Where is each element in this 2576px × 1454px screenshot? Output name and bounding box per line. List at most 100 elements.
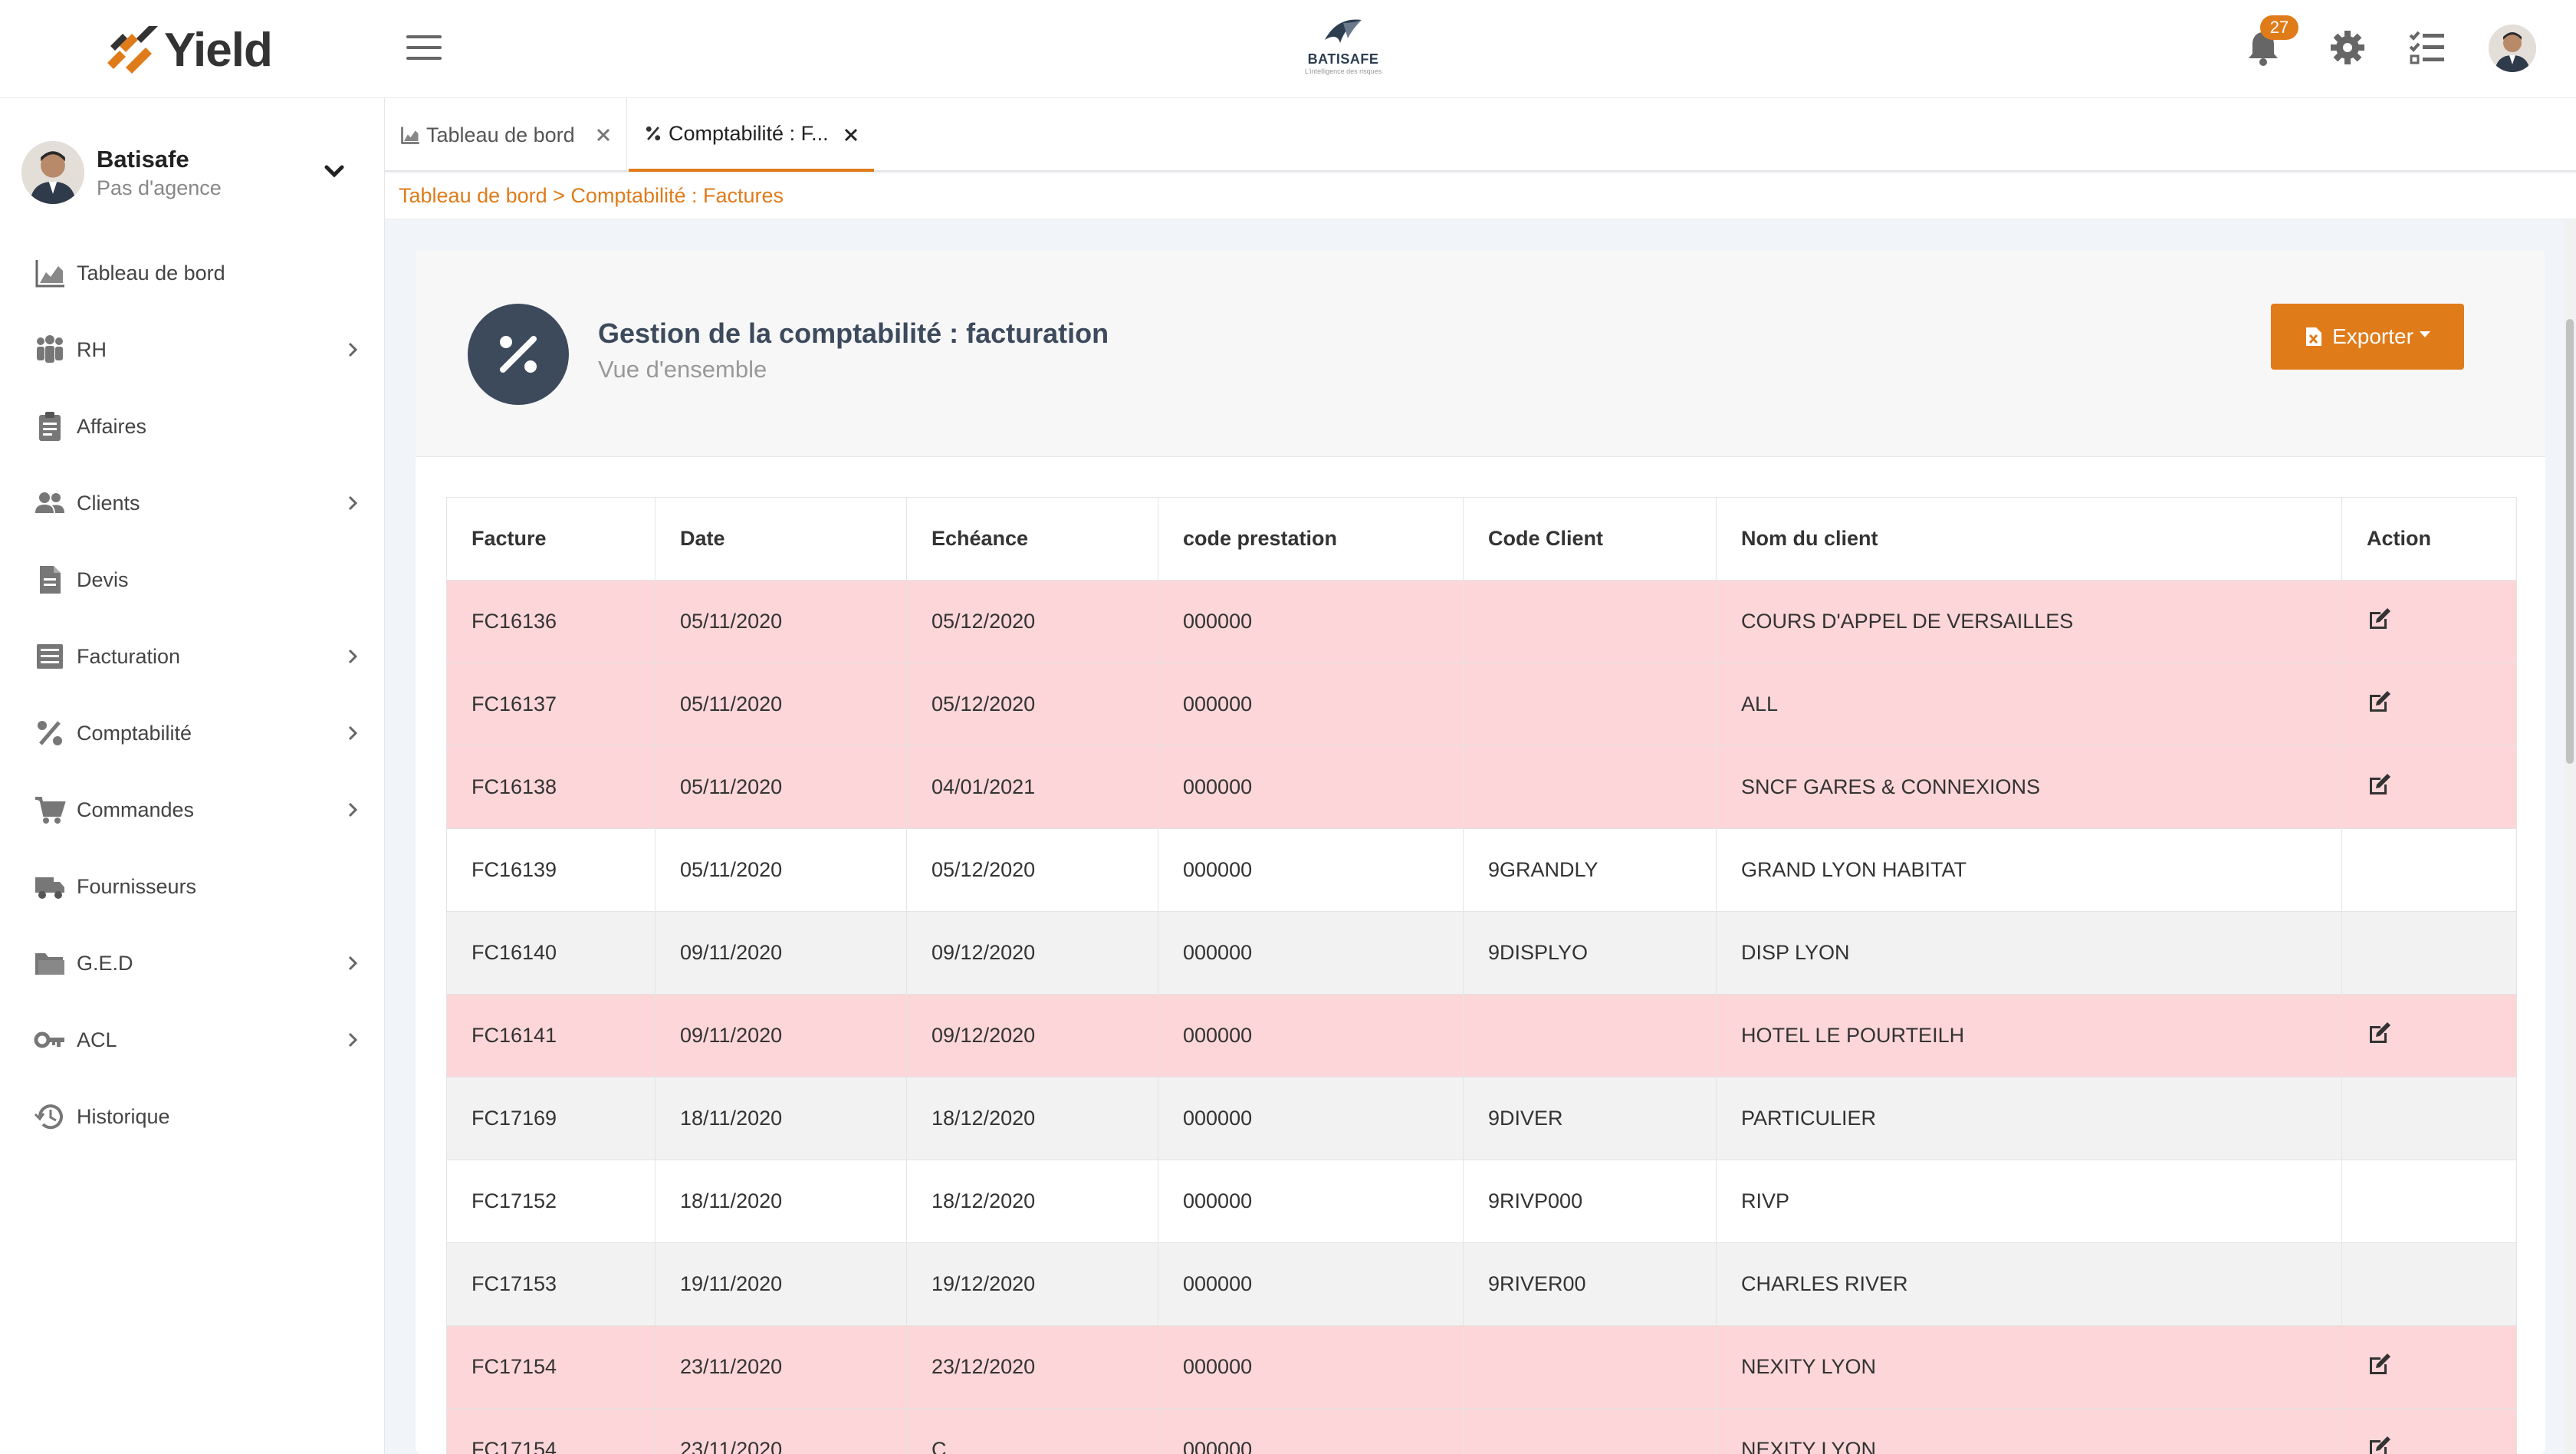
cell-echeance: 19/12/2020 — [906, 1242, 1158, 1326]
users-icon — [35, 492, 64, 513]
sidebar-item-label: RH — [77, 337, 107, 361]
edit-icon[interactable] — [2367, 1020, 2393, 1046]
column-header-facture[interactable]: Facture — [446, 497, 656, 581]
percent-icon — [646, 126, 661, 141]
cell-code-client: 9DISPLYO — [1463, 911, 1717, 995]
cell-echeance: 18/12/2020 — [906, 1077, 1158, 1160]
sidebar-item-label: Clients — [77, 491, 140, 515]
edit-icon[interactable] — [2367, 1434, 2393, 1454]
export-button[interactable]: Exporter — [2271, 304, 2464, 370]
cell-code-prestation: 000000 — [1158, 1077, 1464, 1160]
chart-area-icon — [35, 260, 64, 288]
table-row: FC17154 23/11/2020 C 000000 NEXITY LYON — [446, 1408, 2517, 1454]
sidebar-item-acl[interactable]: ACL — [0, 1002, 385, 1078]
vertical-scrollbar[interactable] — [2564, 219, 2576, 1454]
column-header-code-client[interactable]: Code Client — [1463, 497, 1717, 581]
scrollbar-thumb[interactable] — [2566, 319, 2574, 764]
cell-facture: FC17169 — [446, 1077, 656, 1160]
sidebar-item-label: Tableau de bord — [77, 261, 225, 285]
logo-text: Yield — [164, 23, 273, 77]
cell-echeance: 18/12/2020 — [906, 1160, 1158, 1243]
cell-code-client: 9RIVP000 — [1463, 1160, 1717, 1243]
gear-icon[interactable] — [2326, 26, 2369, 69]
cell-facture: FC16139 — [446, 828, 656, 912]
cell-code-client: 9GRANDLY — [1463, 828, 1717, 912]
cell-facture: FC17154 — [446, 1325, 656, 1409]
cell-nom-client: RIVP — [1716, 1160, 2342, 1243]
sidebar-item-tableau-de-bord[interactable]: Tableau de bord — [0, 235, 385, 311]
sidebar-item-rh[interactable]: RH — [0, 311, 385, 388]
column-header-date[interactable]: Date — [655, 497, 907, 581]
sidebar-item-commandes[interactable]: Commandes — [0, 771, 385, 848]
cart-icon — [35, 797, 66, 824]
cell-code-client — [1463, 1325, 1717, 1409]
cell-action — [2341, 911, 2517, 995]
cell-facture: FC17152 — [446, 1160, 656, 1243]
edit-icon[interactable] — [2367, 1351, 2393, 1377]
column-header-nom-client[interactable]: Nom du client — [1716, 497, 2342, 581]
cell-echeance: C — [906, 1408, 1158, 1454]
edit-icon[interactable] — [2367, 689, 2393, 715]
folder-icon — [35, 953, 64, 975]
sidebar-item-label: Historique — [77, 1104, 170, 1128]
yield-logo[interactable]: Yield — [103, 21, 273, 78]
sidebar-item-label: Commandes — [77, 798, 195, 821]
chevron-right-icon — [348, 802, 358, 817]
tab-tableau-de-bord[interactable]: Tableau de bord — [385, 98, 627, 172]
cell-echeance: 05/12/2020 — [906, 580, 1158, 663]
cell-code-prestation: 000000 — [1158, 994, 1464, 1077]
sidebar-item-affaires[interactable]: Affaires — [0, 388, 385, 465]
sidebar-item-ged[interactable]: G.E.D — [0, 925, 385, 1002]
edit-icon[interactable] — [2367, 606, 2393, 632]
user-name: Batisafe — [97, 146, 189, 173]
cell-code-client — [1463, 1408, 1717, 1454]
chevron-down-icon[interactable] — [320, 158, 348, 186]
batisafe-logo: BATISAFE L'intelligence des risques — [1303, 15, 1383, 84]
cell-nom-client: NEXITY LYON — [1716, 1325, 2342, 1409]
sidebar-item-facturation[interactable]: Facturation — [0, 618, 385, 695]
cell-code-client: 9DIVER — [1463, 1077, 1717, 1160]
people-group-icon — [37, 335, 63, 363]
cell-facture: FC16137 — [446, 663, 656, 746]
batisafe-mark-icon — [1325, 19, 1362, 43]
percent-icon — [38, 721, 62, 745]
sidebar-item-devis[interactable]: Devis — [0, 541, 385, 618]
cell-echeance: 05/12/2020 — [906, 828, 1158, 912]
column-header-echeance[interactable]: Echéance — [906, 497, 1158, 581]
chevron-right-icon — [348, 956, 358, 971]
sidebar-item-fournisseurs[interactable]: Fournisseurs — [0, 848, 385, 925]
cell-code-prestation: 000000 — [1158, 745, 1464, 829]
cell-date: 23/11/2020 — [655, 1325, 907, 1409]
column-header-code-prestation[interactable]: code prestation — [1158, 497, 1464, 581]
table-row: FC16141 09/11/2020 09/12/2020 000000 HOT… — [446, 994, 2517, 1077]
cell-code-prestation: 000000 — [1158, 911, 1464, 995]
avatar-image-icon — [2489, 25, 2536, 72]
close-icon[interactable] — [840, 124, 862, 146]
user-avatar-top[interactable] — [2489, 25, 2536, 72]
menu-toggle-icon[interactable] — [406, 35, 442, 61]
sidebar-item-clients[interactable]: Clients — [0, 465, 385, 541]
column-header-action: Action — [2341, 497, 2517, 581]
cell-echeance: 04/01/2021 — [906, 745, 1158, 829]
sidebar-item-label: Facturation — [77, 644, 181, 668]
close-icon[interactable] — [593, 124, 614, 146]
breadcrumb[interactable]: Tableau de bord > Comptabilité : Facture… — [399, 184, 784, 207]
sidebar-item-comptabilite[interactable]: Comptabilité — [0, 695, 385, 771]
cell-date: 09/11/2020 — [655, 994, 907, 1077]
table-row: FC16138 05/11/2020 04/01/2021 000000 SNC… — [446, 745, 2517, 829]
cell-nom-client: PARTICULIER — [1716, 1077, 2342, 1160]
cell-code-prestation: 000000 — [1158, 1160, 1464, 1243]
sidebar-item-historique[interactable]: Historique — [0, 1078, 385, 1155]
cell-action — [2341, 828, 2517, 912]
avatar — [21, 141, 84, 204]
tasks-list-icon[interactable] — [2406, 26, 2449, 69]
edit-icon[interactable] — [2367, 771, 2393, 798]
cell-nom-client: HOTEL LE POURTEILH — [1716, 994, 2342, 1077]
tab-comptabilite-factures[interactable]: Comptabilité : F... — [629, 98, 874, 172]
cell-code-client — [1463, 994, 1717, 1077]
sidebar: Batisafe Pas d'agence Tableau de bord RH — [0, 98, 385, 1454]
chevron-right-icon — [348, 342, 358, 357]
user-profile[interactable]: Batisafe Pas d'agence — [21, 141, 374, 210]
table-row: FC17169 18/11/2020 18/12/2020 000000 9DI… — [446, 1077, 2517, 1160]
cell-date: 09/11/2020 — [655, 911, 907, 995]
